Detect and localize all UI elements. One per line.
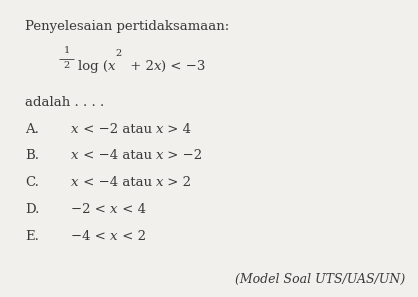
Text: x: x bbox=[71, 123, 79, 136]
Text: x: x bbox=[110, 230, 118, 243]
Text: x: x bbox=[108, 60, 115, 73]
Text: < −2 atau: < −2 atau bbox=[79, 123, 156, 136]
Text: x: x bbox=[110, 203, 118, 216]
Text: D.: D. bbox=[25, 203, 39, 216]
Text: < −4 atau: < −4 atau bbox=[79, 176, 156, 189]
Text: ) < −3: ) < −3 bbox=[161, 60, 206, 73]
Text: + 2: + 2 bbox=[126, 60, 153, 73]
Text: 2: 2 bbox=[115, 49, 122, 58]
Text: B.: B. bbox=[25, 149, 39, 162]
Text: log (: log ( bbox=[78, 60, 108, 73]
Text: −4 <: −4 < bbox=[71, 230, 110, 243]
Text: > 2: > 2 bbox=[163, 176, 191, 189]
Text: x: x bbox=[71, 149, 79, 162]
Text: < 4: < 4 bbox=[118, 203, 146, 216]
Text: x: x bbox=[156, 149, 163, 162]
Text: C.: C. bbox=[25, 176, 39, 189]
Text: > −2: > −2 bbox=[163, 149, 203, 162]
Text: −2 <: −2 < bbox=[71, 203, 110, 216]
Text: x: x bbox=[153, 60, 161, 73]
Text: < 2: < 2 bbox=[118, 230, 146, 243]
Text: adalah . . . .: adalah . . . . bbox=[25, 96, 104, 109]
Text: x: x bbox=[156, 176, 163, 189]
Text: Penyelesaian pertidaksamaan:: Penyelesaian pertidaksamaan: bbox=[25, 20, 229, 33]
Text: 2: 2 bbox=[64, 61, 70, 70]
Text: x: x bbox=[71, 176, 79, 189]
Text: > 4: > 4 bbox=[163, 123, 191, 136]
Text: A.: A. bbox=[25, 123, 39, 136]
Text: < −4 atau: < −4 atau bbox=[79, 149, 156, 162]
Text: 1: 1 bbox=[64, 46, 70, 55]
Text: (Model Soal UTS/UAS/UN): (Model Soal UTS/UAS/UN) bbox=[235, 273, 405, 286]
Text: E.: E. bbox=[25, 230, 39, 243]
Text: x: x bbox=[156, 123, 163, 136]
